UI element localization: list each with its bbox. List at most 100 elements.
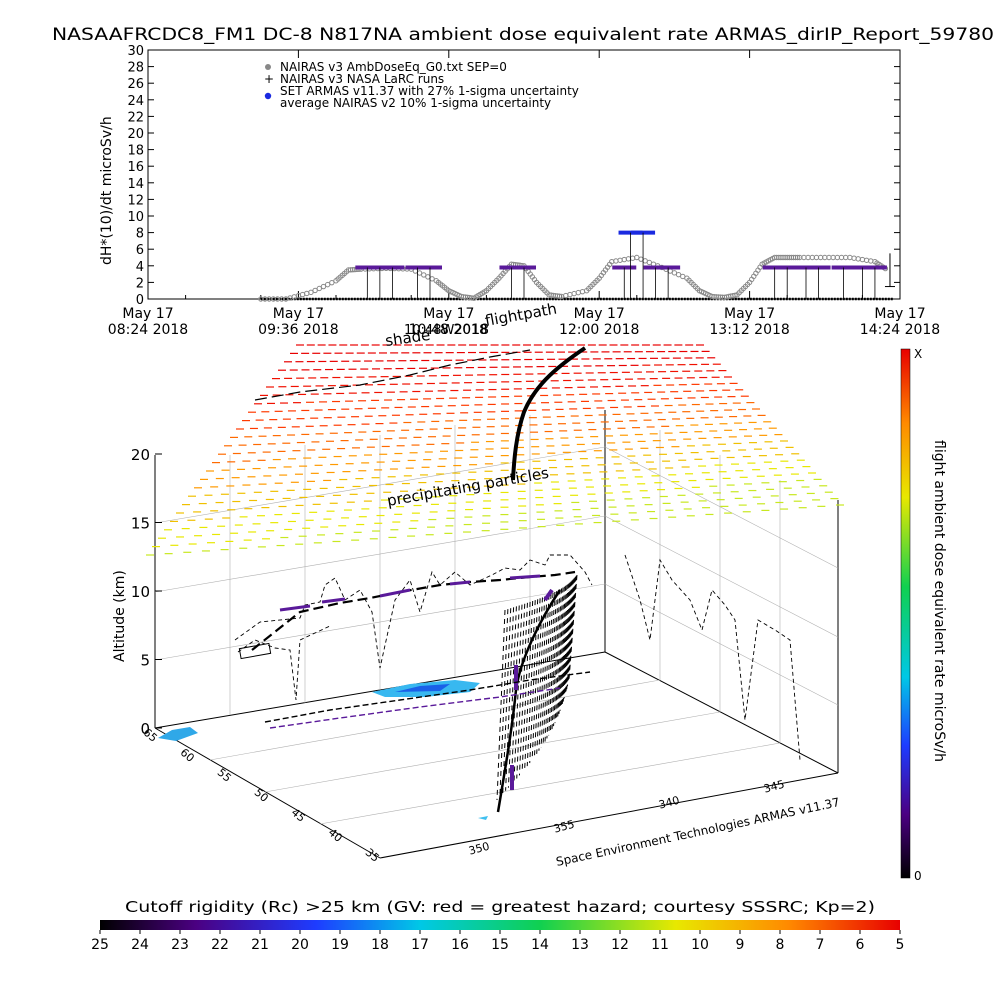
top-y-tick-label: 24 <box>127 94 144 109</box>
latitude-tick-label: 60 <box>178 746 197 765</box>
ground-rigidity-patches <box>158 680 488 820</box>
top-y-tick-label: 28 <box>127 61 144 76</box>
flightpath-curtain-mark <box>562 581 572 702</box>
flightpath-curtain-mark <box>499 609 509 797</box>
altitude-profile-curves <box>234 554 801 761</box>
flightpath-curtain <box>496 574 578 813</box>
scene-credit: Space Environment Technologies ARMAS v11… <box>555 795 841 869</box>
top-y-tick-label: 2 <box>136 276 144 291</box>
nairas-point <box>732 292 738 298</box>
flightpath-arc <box>511 346 587 481</box>
top-x-tick-label-date: May 17 <box>423 306 474 322</box>
longitude-tick-label: 340 <box>657 794 681 812</box>
top-y-tick-label: 4 <box>136 260 144 275</box>
legend-marker-plus: + <box>264 72 274 86</box>
flightpath-curtain-mark <box>555 586 565 721</box>
flightpath-curtain-mark <box>566 576 576 687</box>
top-x-tick-label-date: May 17 <box>574 306 625 322</box>
scene-grid <box>154 415 839 825</box>
label-time-overlap: 10:48W2018 <box>404 323 487 338</box>
top-y-tick-label: 8 <box>136 227 144 242</box>
colorbar-bottom-tick-label: 8 <box>776 937 785 953</box>
altitude-tick-label: 10 <box>131 583 150 601</box>
longitude-tick-label: 345 <box>762 778 786 796</box>
colorbar-bottom-tick-label: 16 <box>451 937 469 953</box>
profile-curve-left <box>237 625 331 701</box>
colorbar-bottom-tick-label: 22 <box>211 937 229 953</box>
legend-entry-armas: SET ARMAS v11.37 with 27% 1-sigma uncert… <box>280 84 579 98</box>
colorbar-bottom-title: Cutoff rigidity (Rc) >25 km (GV: red = g… <box>125 898 875 916</box>
top-y-tick-label: 14 <box>127 177 144 192</box>
flightpath-curtain-mark <box>558 584 568 714</box>
colorbar-bottom-tick-label: 19 <box>331 937 349 953</box>
colorbar-bottom-tick-label: 5 <box>896 937 905 953</box>
top-y-tick-label: 30 <box>127 44 144 59</box>
dose-track-altitude <box>238 570 576 660</box>
nairas-point <box>421 272 427 278</box>
altitude-tick-label: 5 <box>140 652 150 670</box>
colorbar-right-top-label: X <box>914 347 922 361</box>
flightpath-curtain-mark <box>546 592 556 739</box>
nairas-point <box>324 281 331 288</box>
legend-entry-nairas-v2: average NAIRAS v2 10% 1-sigma uncertaint… <box>280 96 551 110</box>
longitude-tick-label: 355 <box>552 818 576 836</box>
top-y-axis-label: dH*(10)/dt microSv/h <box>99 116 115 265</box>
latitude-tick-label: 55 <box>215 766 234 785</box>
nairas-point <box>320 283 327 290</box>
colorbar-bottom-tick-label: 15 <box>491 937 509 953</box>
ground-track <box>264 671 591 729</box>
nairas-point <box>855 256 861 262</box>
colorbar-bottom-tick-label: 6 <box>856 937 865 953</box>
top-y-tick-label: 10 <box>127 210 144 225</box>
nairas-point <box>629 255 636 261</box>
top-x-tick-label-time: 12:00 2018 <box>559 322 639 338</box>
flightpath-curtain-mark <box>560 583 570 708</box>
top-y-tick-label: 22 <box>127 110 144 125</box>
latitude-tick-label: 50 <box>252 786 271 805</box>
latitude-tick-label: 35 <box>363 846 382 865</box>
top-legend: NAIRAS v3 AmbDoseEq_G0.txt SEP=0 + NAIRA… <box>264 60 579 110</box>
scene-box <box>154 410 839 859</box>
colorbar-bottom-tick-label: 23 <box>171 937 189 953</box>
ground-track-line-1 <box>264 671 591 723</box>
flightpath-curtain-mark <box>518 602 528 776</box>
colorbar-bottom-tick-label: 17 <box>411 937 429 953</box>
flightpath-curtain-mark <box>507 606 517 788</box>
top-x-tick-label-date: May 17 <box>724 306 775 322</box>
nairas-point <box>308 289 314 296</box>
top-y-tick-label: 0 <box>136 293 144 308</box>
rigidity-patch-south <box>478 816 488 820</box>
flightpath-dose-highlights <box>510 588 554 790</box>
colorbar-bottom-tick-label: 20 <box>291 937 309 953</box>
top-x-tick-label-time: 14:24 2018 <box>860 322 940 338</box>
rigidity-patch-west <box>158 727 198 741</box>
nairas-point <box>613 258 619 264</box>
chart-title: NASAAFRCDC8_FM1 DC-8 N817NA ambient dose… <box>52 25 994 45</box>
top-x-tick-label-time: 08:24 2018 <box>108 322 188 338</box>
altitude-axis-label: Altitude (km) <box>112 570 128 662</box>
colorbar-right: X 0 flight ambient dose equivalent rate … <box>900 347 947 883</box>
altitude-tick-label: 20 <box>131 446 150 464</box>
top-y-tick-label: 16 <box>127 160 144 175</box>
flightpath-curtain-mark <box>549 590 559 733</box>
ut-time-line <box>254 349 531 401</box>
nairas-point <box>859 256 866 263</box>
profile-curve-right-wall <box>624 554 801 761</box>
nairas-point <box>621 256 627 263</box>
legend-marker-armas <box>264 92 272 100</box>
colorbar-bottom-tick-label: 14 <box>531 937 549 953</box>
dose-track-line <box>251 570 576 651</box>
ground-track-line-2 <box>269 687 561 729</box>
colorbar-right-title: flight ambient dose equivalent rate micr… <box>931 440 947 762</box>
colorbar-bottom-ticks: 25 24 23 22 21 20 19 18 17 16 15 14 13 12 11 10 9 8 7 6 5 <box>91 930 904 953</box>
flightpath-curtain-mark <box>553 588 563 727</box>
colorbar-right-gradient <box>900 348 911 879</box>
flightpath-curtain-mark <box>521 601 531 773</box>
flightpath-curtain-mark <box>538 595 548 751</box>
nairas-point <box>851 255 857 261</box>
top-x-tick-label-date: May 17 <box>122 306 173 322</box>
